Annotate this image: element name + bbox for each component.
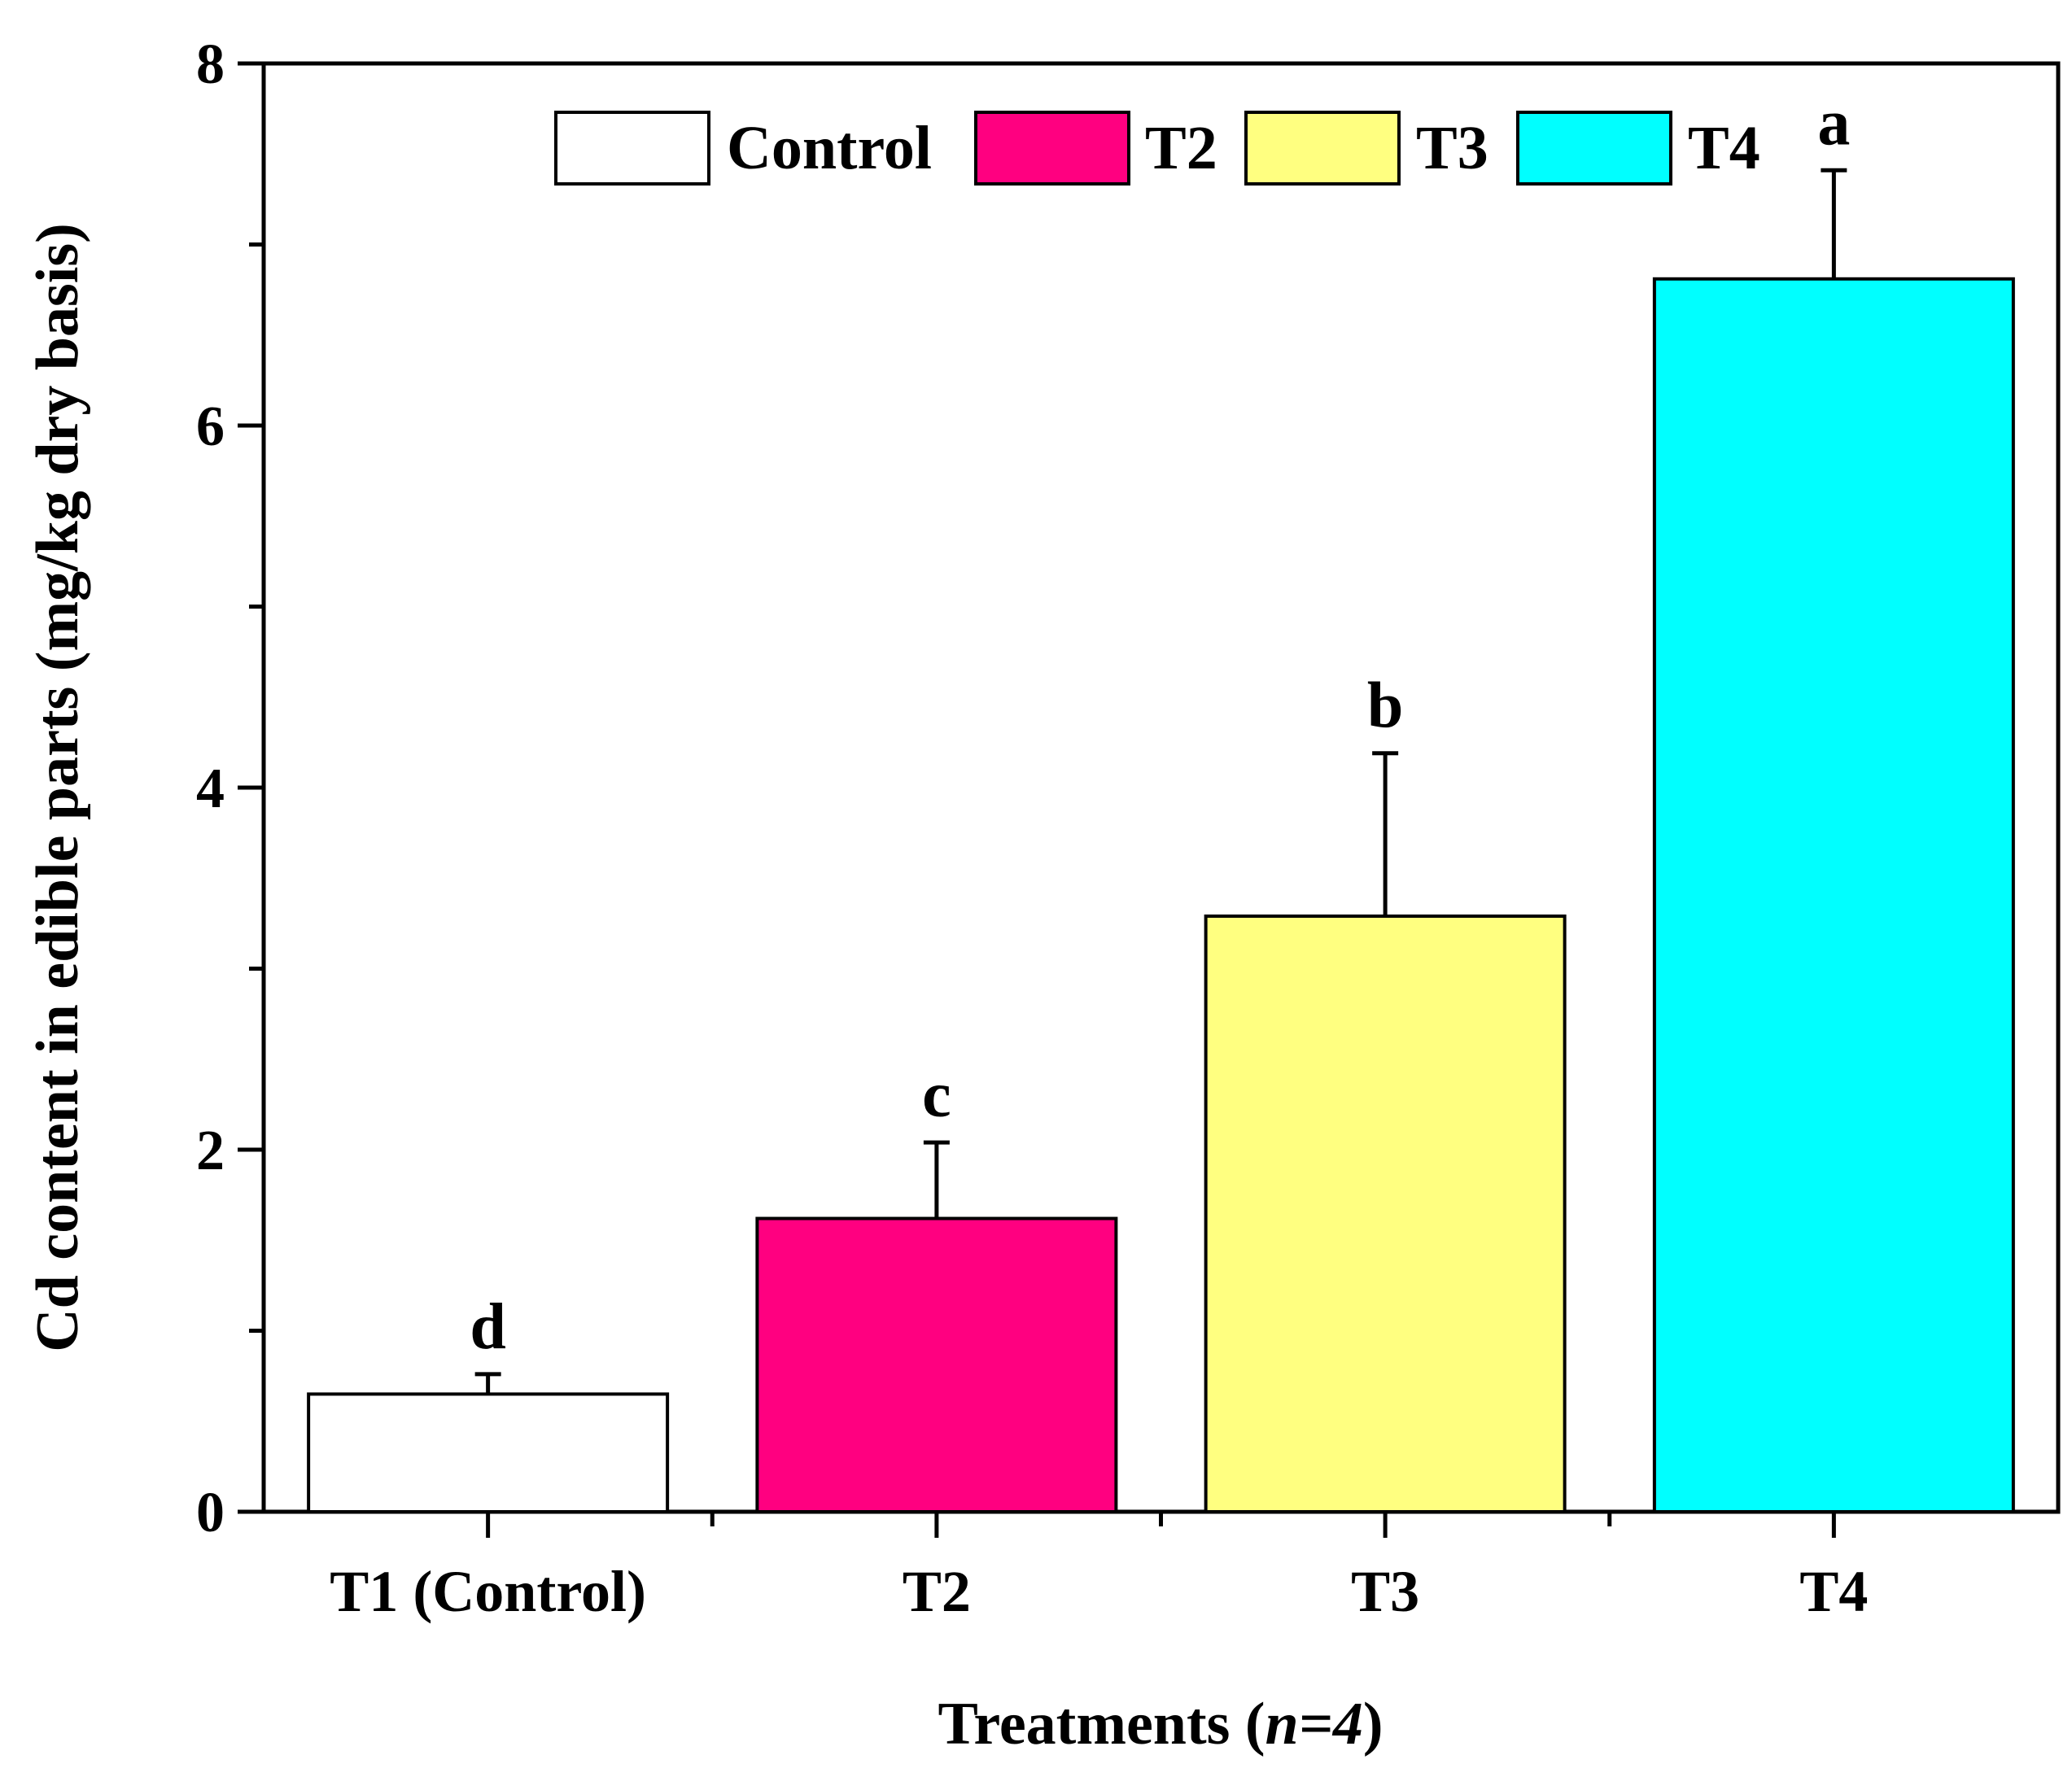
x-axis-title: Treatments (n=4) xyxy=(938,1691,1383,1757)
y-tick-label: 0 xyxy=(196,1482,225,1544)
bars-layer xyxy=(307,277,2015,1514)
bar-2 xyxy=(755,1216,1118,1514)
error-bars-layer xyxy=(474,168,1847,1395)
legend-label-control: Control xyxy=(727,114,932,182)
y-tick-label: 8 xyxy=(196,33,225,96)
y-axis: 0 2 4 6 8 xyxy=(196,33,264,1544)
legend-label-t4: T4 xyxy=(1688,114,1760,182)
significance-letter-1: d xyxy=(470,1291,506,1363)
legend-swatch-control xyxy=(554,111,710,186)
legend-swatch-t3 xyxy=(1244,111,1401,186)
x-tick-label-2: T2 xyxy=(903,1559,971,1624)
significance-letter-4: a xyxy=(1817,87,1850,159)
x-tick-label-1: T1 (Control) xyxy=(330,1559,646,1624)
bar-3 xyxy=(1204,914,1567,1513)
bar-4 xyxy=(1652,277,2015,1513)
y-tick-label: 6 xyxy=(196,395,225,458)
bar-1 xyxy=(307,1392,670,1513)
legend-label-t3: T3 xyxy=(1416,114,1488,182)
y-tick-label: 4 xyxy=(196,758,225,820)
x-axis-title-suffix: ) xyxy=(1363,1691,1384,1757)
significance-letter-2: c xyxy=(922,1059,951,1131)
x-tick-label-4: T4 xyxy=(1799,1559,1868,1624)
significance-letter-3: b xyxy=(1367,670,1404,742)
significance-letters-layer: d c b a xyxy=(470,87,1850,1363)
x-axis-title-prefix: Treatments ( xyxy=(938,1691,1265,1757)
legend-swatch-t4 xyxy=(1516,111,1672,186)
legend-swatch-t2 xyxy=(974,111,1130,186)
x-tick-label-3: T3 xyxy=(1351,1559,1419,1624)
y-axis-title: Cd content in edible parts (mg/kg dry ba… xyxy=(24,223,91,1352)
x-axis-title-italic: n=4 xyxy=(1265,1691,1363,1757)
legend-label-t2: T2 xyxy=(1145,114,1217,182)
legend: Control T2 T3 T4 xyxy=(554,111,1760,186)
y-tick-label: 2 xyxy=(196,1120,225,1182)
x-axis: T1 (Control) T2 T3 T4 xyxy=(330,1512,1868,1624)
